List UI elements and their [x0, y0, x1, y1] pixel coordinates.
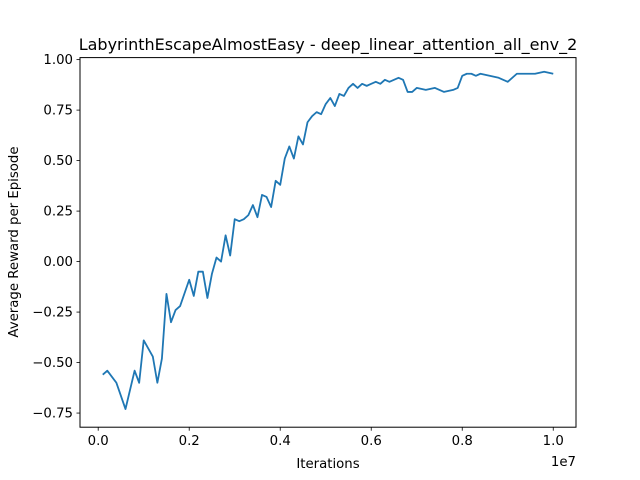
y-tick-label: 0.75	[43, 104, 73, 119]
x-axis-label: Iterations	[296, 457, 359, 472]
y-tick-label: −0.50	[32, 356, 73, 371]
y-tick-label: 0.25	[43, 205, 73, 220]
x-axis-ticks: 0.0 0.2 0.4 0.6 0.8 1.0	[88, 427, 564, 449]
y-axis-ticks: −0.75 −0.50 −0.25 0.00 0.25 0.50 0.75 1.00	[32, 53, 80, 422]
x-tick-label: 0.0	[88, 434, 109, 449]
x-tick-label: 0.2	[179, 434, 200, 449]
chart-title: LabyrinthEscapeAlmostEasy - deep_linear_…	[79, 35, 578, 55]
x-tick-label: 0.6	[361, 434, 382, 449]
y-tick-label: −0.75	[32, 407, 73, 422]
plot-area	[79, 57, 577, 428]
series-points	[102, 71, 554, 410]
y-tick-label: 0.50	[43, 154, 73, 169]
y-axis-label: Average Reward per Episode	[7, 146, 22, 337]
y-tick-label: 1.00	[43, 53, 73, 68]
x-offset-label: 1e7	[551, 455, 576, 470]
y-tick-label: 0.00	[43, 255, 73, 270]
axes-frame	[79, 57, 577, 428]
x-tick-label: 0.8	[452, 434, 473, 449]
x-tick-label: 1.0	[543, 434, 564, 449]
y-tick-label: −0.25	[32, 306, 73, 321]
x-tick-label: 0.4	[270, 434, 291, 449]
